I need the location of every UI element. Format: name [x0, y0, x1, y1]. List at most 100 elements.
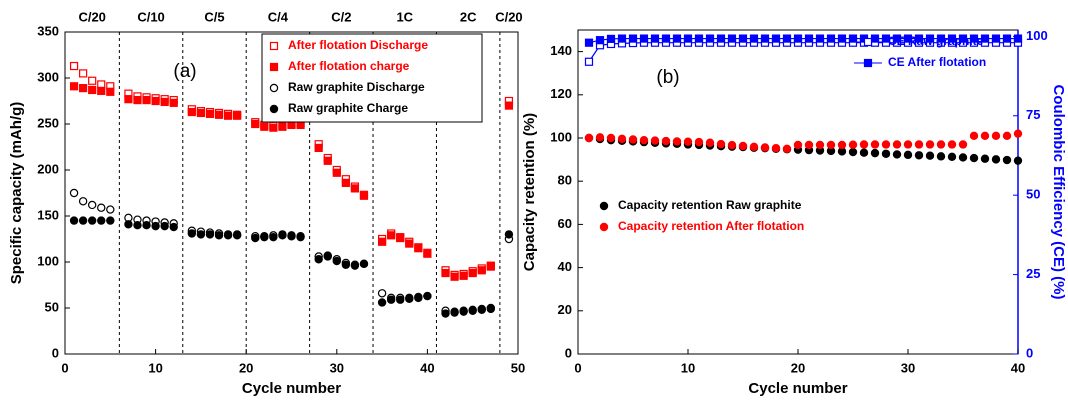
data-point: [804, 140, 814, 150]
data-point: [947, 34, 957, 43]
x-tick-label: 40: [1011, 360, 1025, 375]
data-point: [87, 200, 97, 210]
series: [584, 133, 1023, 165]
data-point: [160, 97, 169, 107]
data-point: [414, 293, 423, 303]
data-point: [903, 150, 913, 160]
data-point: [377, 298, 387, 307]
data-point: [69, 61, 79, 71]
data-point: [97, 216, 106, 225]
data-point: [405, 294, 414, 303]
data-point: [88, 85, 97, 95]
data-point: [914, 151, 924, 160]
data-point: [617, 134, 627, 144]
legend-marker: [269, 41, 279, 51]
data-point: [639, 34, 649, 43]
y-tick-label: 250: [37, 115, 59, 130]
data-point: [396, 295, 405, 304]
data-point: [187, 229, 197, 238]
data-point: [233, 111, 242, 120]
series: [69, 188, 514, 316]
y-tick-label: 200: [37, 161, 59, 176]
series: [584, 129, 1023, 153]
y2-tick-label: 50: [1026, 187, 1040, 202]
data-point: [441, 309, 450, 318]
data-point: [859, 140, 869, 149]
legend-label: After flotation charge: [288, 59, 410, 73]
data-point: [260, 122, 269, 131]
data-point: [683, 34, 693, 43]
data-point: [738, 34, 748, 43]
data-point: [69, 216, 79, 225]
data-point: [278, 231, 287, 240]
data-point: [815, 34, 825, 43]
data-point: [459, 307, 468, 316]
data-point: [269, 123, 278, 132]
data-point: [760, 34, 770, 43]
y-tick-label: 20: [558, 302, 572, 317]
data-point: [694, 34, 704, 43]
data-point: [914, 34, 924, 43]
y-tick-label: 350: [37, 23, 59, 38]
data-point: [958, 34, 968, 43]
x-tick-label: 0: [61, 360, 68, 375]
data-point: [187, 107, 196, 117]
data-point: [359, 191, 369, 200]
data-point: [405, 239, 414, 248]
data-point: [606, 34, 616, 43]
data-point: [782, 144, 792, 153]
data-point: [88, 76, 97, 85]
data-point: [936, 152, 946, 161]
data-point: [639, 135, 649, 145]
y-axis-title: Specific capacity (mAh/g): [8, 102, 25, 285]
data-point: [650, 34, 660, 43]
data-point: [124, 220, 133, 229]
data-point: [450, 272, 459, 281]
x-axis-title: Cycle number: [242, 380, 341, 397]
y-tick-label: 120: [550, 86, 572, 101]
data-point: [378, 237, 387, 246]
legend-label: Capacity retention After flotation: [618, 219, 804, 233]
data-point: [628, 135, 638, 144]
data-point: [332, 256, 341, 266]
data-point: [716, 34, 726, 43]
data-point: [314, 143, 323, 153]
data-point: [78, 197, 88, 206]
data-point: [1002, 131, 1012, 141]
legend-label: CE After flotation: [888, 55, 986, 69]
data-point: [214, 110, 224, 119]
rate-label: C/20: [78, 9, 105, 24]
data-point: [296, 232, 305, 242]
data-point: [323, 156, 332, 165]
data-point: [1013, 129, 1023, 138]
rate-label: C/20: [495, 9, 522, 24]
data-point: [595, 133, 605, 142]
data-point: [925, 34, 935, 43]
data-point: [1002, 34, 1012, 43]
data-point: [991, 34, 1001, 43]
data-point: [771, 143, 781, 153]
y-tick-label: 0: [52, 345, 59, 360]
data-point: [79, 69, 88, 78]
data-point: [477, 305, 486, 315]
y2-tick-label: 100: [1026, 28, 1048, 43]
data-point: [106, 205, 115, 214]
data-point: [69, 82, 79, 91]
data-point: [459, 271, 468, 280]
data-point: [837, 140, 847, 150]
data-point: [278, 122, 287, 131]
legend-marker: [269, 62, 279, 72]
data-point: [947, 140, 957, 149]
data-point: [341, 178, 350, 187]
y2-tick-label: 0: [1026, 345, 1033, 360]
series-line: [588, 42, 1018, 63]
data-point: [947, 152, 957, 161]
data-point: [151, 96, 160, 106]
data-point: [903, 34, 913, 43]
data-point: [269, 232, 278, 242]
data-point: [504, 101, 514, 110]
series: [584, 34, 1023, 47]
data-point: [133, 220, 142, 230]
data-point: [124, 95, 133, 104]
data-point: [377, 289, 387, 298]
